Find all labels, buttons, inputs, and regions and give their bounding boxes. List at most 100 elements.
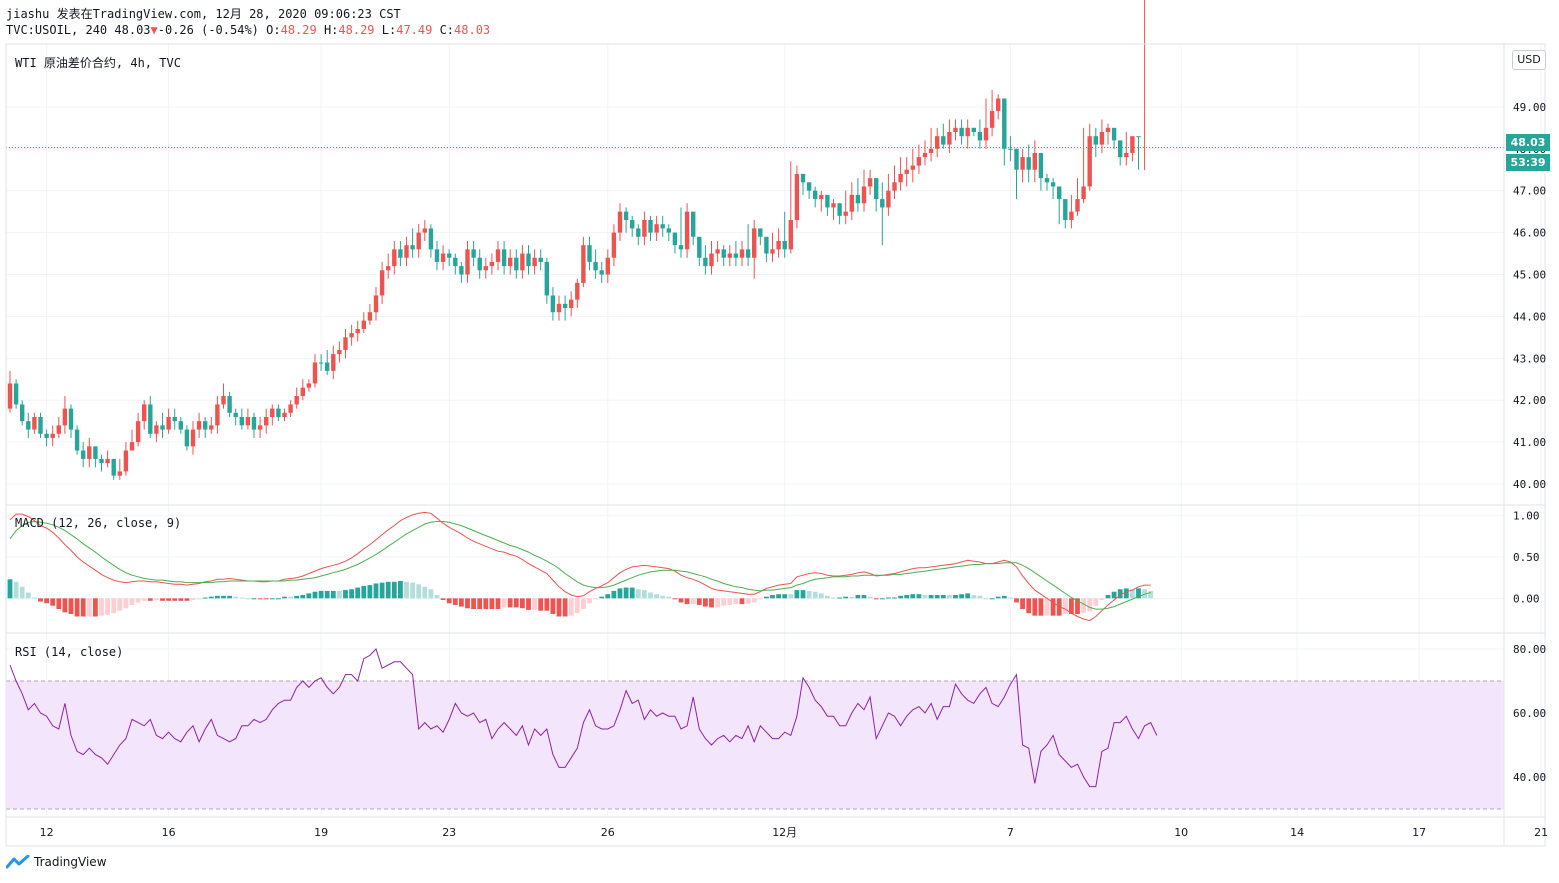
- macd-histogram-bar: [32, 597, 37, 599]
- candle-body: [453, 257, 458, 267]
- macd-histogram-bar: [825, 595, 830, 599]
- macd-histogram-bar: [483, 598, 489, 610]
- time-tick-label: 21: [1534, 826, 1548, 839]
- macd-histogram-bar: [233, 596, 239, 599]
- candle-body: [532, 257, 537, 267]
- candle-body: [288, 404, 293, 413]
- price-tick-label: 46.00: [1513, 227, 1546, 240]
- macd-histogram-bar: [526, 598, 531, 610]
- macd-histogram-bar: [1062, 598, 1068, 615]
- price-axis[interactable]: 49.0048.0047.0046.0045.0044.0043.0042.00…: [1513, 101, 1546, 784]
- macd-histogram-bar: [977, 595, 983, 599]
- candle-body: [233, 412, 238, 417]
- macd-histogram-bar: [629, 587, 635, 599]
- candle-body: [495, 249, 501, 262]
- candle-body: [630, 220, 635, 229]
- candle-body: [264, 416, 269, 426]
- candle-body: [1050, 182, 1056, 187]
- candle-body: [1002, 98, 1007, 149]
- symbol-label[interactable]: TVC:USOIL, 240: [6, 23, 108, 37]
- macd-histogram-bar: [7, 579, 13, 599]
- price-tick-label: 40.00: [1513, 478, 1546, 491]
- macd-histogram-bar: [154, 598, 159, 600]
- time-axis[interactable]: 121619232612月7101417212820216: [40, 826, 1559, 839]
- rsi-line: [9, 648, 1158, 788]
- macd-histogram-bar: [788, 594, 794, 599]
- time-tick-label: 7: [1007, 826, 1014, 839]
- candle-body: [1032, 152, 1037, 170]
- macd-histogram-bar: [727, 598, 733, 605]
- macd-histogram-bar: [892, 597, 897, 599]
- currency-button[interactable]: USD: [1512, 50, 1546, 70]
- candle-body: [50, 433, 55, 438]
- macd-histogram-bar: [593, 598, 598, 600]
- open-value: 48.29: [280, 23, 317, 37]
- publish-info: jiashu 发表在TradingView.com, 12月 28, 2020 …: [6, 7, 401, 21]
- candle-body: [935, 136, 940, 149]
- rsi-pane-title[interactable]: RSI (14, close): [15, 645, 124, 659]
- macd-histogram-bar: [922, 595, 928, 599]
- time-tick-label: 19: [314, 826, 328, 839]
- macd-histogram-bar: [1075, 598, 1080, 615]
- candle-body: [642, 220, 647, 237]
- macd-histogram-bar: [934, 595, 940, 599]
- candle-body: [526, 253, 531, 267]
- macd-histogram-bar: [599, 596, 605, 599]
- macd-histogram-bar: [757, 598, 763, 600]
- candle-body: [123, 450, 129, 472]
- macd-signal-line: [9, 520, 1151, 610]
- brand-name: TradingView: [34, 855, 107, 869]
- macd-histogram-bar: [129, 598, 135, 605]
- macd-histogram-bar: [355, 587, 361, 599]
- candle-body: [471, 249, 476, 258]
- macd-histogram-bar: [709, 598, 714, 608]
- macd-histogram-bar: [837, 597, 842, 599]
- price-tick-label: 44.00: [1513, 310, 1546, 323]
- macd-histogram-bar: [1001, 595, 1007, 599]
- macd-histogram-bar: [294, 595, 300, 599]
- candle-body: [1130, 136, 1135, 153]
- candle-body: [983, 127, 989, 141]
- macd-histogram-bar: [263, 598, 269, 600]
- macd-histogram-bar: [361, 585, 367, 599]
- macd-histogram-bar: [806, 590, 812, 599]
- candle-body: [105, 458, 110, 464]
- candle-body: [312, 362, 318, 384]
- candle-body: [941, 136, 946, 145]
- candle-body: [898, 173, 903, 183]
- candle-body: [855, 194, 861, 204]
- macd-histogram-bar: [873, 598, 879, 600]
- macd-histogram-bar: [812, 591, 818, 599]
- macd-histogram-bar: [642, 590, 647, 599]
- macd-pane-title[interactable]: MACD (12, 26, close, 9): [15, 516, 182, 530]
- candle-body: [306, 383, 312, 388]
- candle-body: [343, 337, 348, 350]
- candle-body: [874, 178, 879, 200]
- candle-body: [1111, 127, 1117, 141]
- macd-histogram-bar: [1008, 597, 1013, 599]
- macd-histogram-bar: [379, 582, 385, 599]
- candle-body: [386, 266, 391, 271]
- candle-body: [7, 383, 13, 409]
- macd-histogram-bar: [19, 586, 25, 599]
- candle-body: [300, 387, 305, 397]
- candle-body: [556, 303, 562, 313]
- macd-histogram-bar: [269, 598, 275, 600]
- candle-body: [166, 416, 171, 430]
- macd-histogram-bar: [306, 593, 312, 599]
- candle-body: [989, 111, 995, 128]
- macd-histogram-bar: [1014, 598, 1019, 603]
- macd-histogram-bar: [1081, 598, 1086, 614]
- macd-histogram-bar: [117, 598, 123, 611]
- candle-body: [1063, 199, 1068, 221]
- candle-body: [44, 433, 49, 438]
- macd-histogram-bar: [556, 598, 562, 617]
- macd-histogram-bar: [477, 598, 483, 610]
- main-pane-title[interactable]: WTI 原油差价合约, 4h, TVC: [15, 56, 181, 70]
- macd-histogram-bar: [501, 598, 507, 608]
- candle-body: [825, 194, 830, 208]
- macd-histogram-bar: [959, 594, 964, 599]
- macd-histogram-bar: [831, 597, 836, 599]
- brand-logo[interactable]: TradingView: [6, 855, 107, 869]
